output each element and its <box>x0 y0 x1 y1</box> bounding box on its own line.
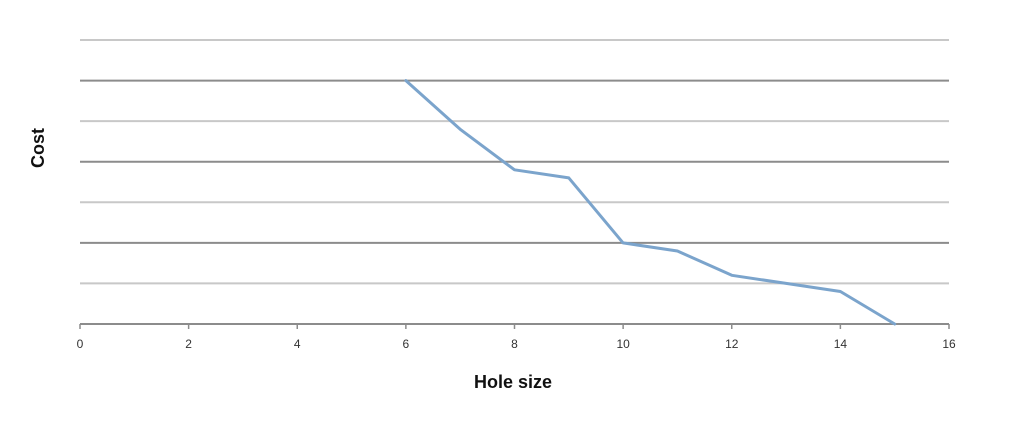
series-layer <box>404 79 897 326</box>
x-axis-title: Hole size <box>474 372 552 392</box>
x-tick-label: 6 <box>403 337 410 351</box>
y-axis-title: Cost <box>28 128 48 168</box>
gridlines <box>80 39 949 285</box>
axis-labels: Hole size Cost <box>28 128 552 392</box>
x-tick-label: 12 <box>725 337 739 351</box>
x-tick-label: 4 <box>294 337 301 351</box>
x-tick-label: 0 <box>77 337 84 351</box>
x-tick-label: 14 <box>834 337 848 351</box>
x-tick-label: 16 <box>942 337 956 351</box>
x-axis: 0 2 4 6 8 10 12 14 16 <box>77 323 956 351</box>
x-tick-label: 10 <box>616 337 630 351</box>
series-line <box>404 79 897 326</box>
x-tick-label: 2 <box>185 337 192 351</box>
x-tick-label: 8 <box>511 337 518 351</box>
